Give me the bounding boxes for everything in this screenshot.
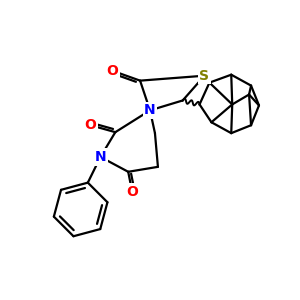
- Text: O: O: [85, 118, 97, 132]
- Text: S: S: [200, 69, 209, 83]
- Text: N: N: [95, 150, 106, 164]
- Text: O: O: [106, 64, 118, 78]
- Text: O: O: [126, 184, 138, 199]
- Text: N: N: [144, 103, 156, 117]
